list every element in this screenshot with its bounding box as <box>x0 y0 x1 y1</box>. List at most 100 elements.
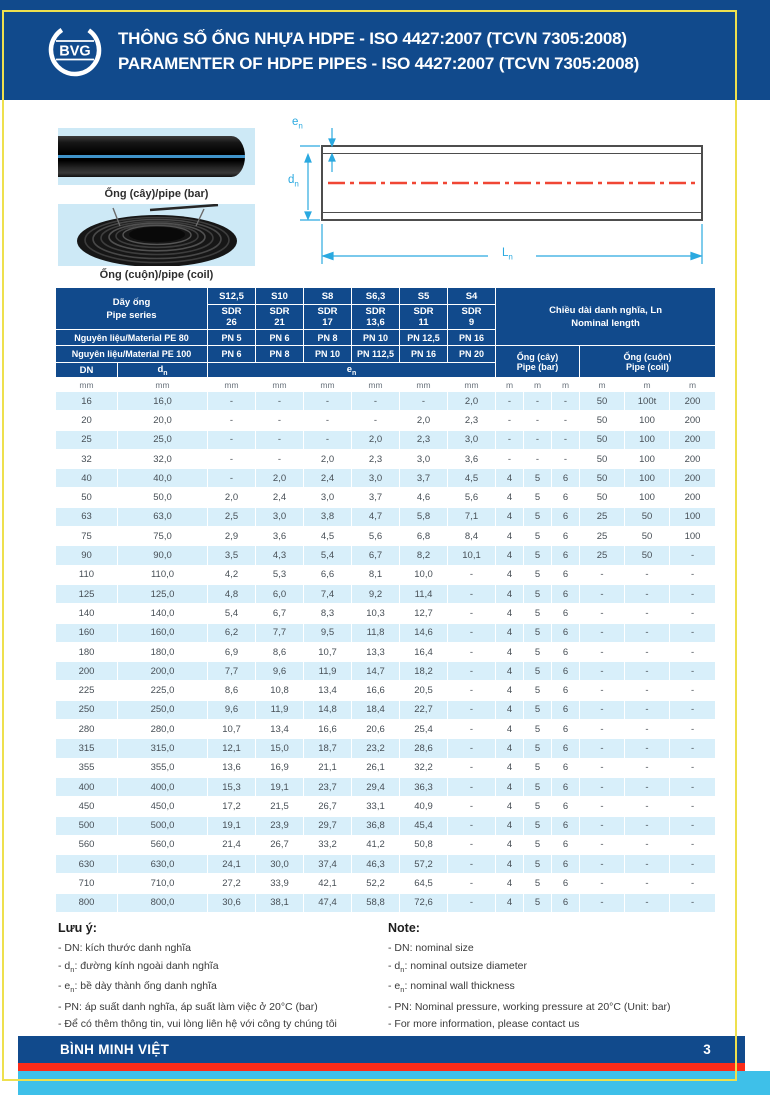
table-cell: 5,6 <box>447 487 497 508</box>
table-row: 450 450,0 17,2 21,5 26,7 33,1 40,9-4 5 6- - - <box>55 796 717 817</box>
table-cell: 33,2 <box>303 834 353 856</box>
table-cell: 29,7 <box>303 815 353 836</box>
table-cell: 4 <box>495 834 525 856</box>
table-cell: 2,3 <box>447 410 497 431</box>
table-cell: 4 <box>495 873 525 894</box>
footer-brand: BÌNH MINH VIỆT <box>60 1042 170 1057</box>
table-cell: 100 <box>624 468 671 489</box>
unit-cell: m <box>495 377 525 392</box>
table-cell: 100 <box>624 429 671 450</box>
table-cell: - <box>447 699 497 721</box>
table-cell: 4,3 <box>255 545 305 566</box>
table-cell: 16,6 <box>351 680 401 701</box>
table-cell: 3,0 <box>447 429 497 450</box>
pn-cell: PN 10 <box>303 345 353 363</box>
pn-cell: PN 12,5 <box>399 329 449 346</box>
table-cell: 355 <box>55 757 118 778</box>
sdr-col-header: SDR 11 <box>399 304 449 330</box>
table-cell: - <box>495 410 525 431</box>
dn-col-header: DN <box>55 362 118 378</box>
table-cell: 4 <box>495 641 525 663</box>
table-cell: 500,0 <box>116 815 209 836</box>
table-cell: 19,1 <box>255 776 305 798</box>
unit-cell: mm <box>55 377 118 392</box>
table-row: 315 315,0 12,1 15,0 18,7 23,2 28,6-4 5 6- - - <box>55 738 717 759</box>
footer-red-stripe <box>18 1063 745 1071</box>
table-cell: 200 <box>669 410 717 431</box>
table-cell: 33,1 <box>351 796 401 817</box>
table-cell: 13,4 <box>303 680 353 701</box>
table-row: 710 710,0 27,2 33,9 42,1 52,2 64,5-4 5 6- - - <box>55 873 717 894</box>
pn-cell: PN 16 <box>399 345 449 363</box>
table-cell: 3,7 <box>351 487 401 508</box>
table-cell: - <box>351 390 401 412</box>
table-cell: - <box>579 641 626 663</box>
table-cell: 6 <box>551 699 581 721</box>
table-cell: 50 <box>579 468 626 489</box>
pn-cell: PN 20 <box>447 345 497 363</box>
table-cell: 33,9 <box>255 873 305 894</box>
table-cell: 11,4 <box>399 583 449 605</box>
table-cell: 25 <box>579 506 626 528</box>
table-cell: 10,0 <box>399 564 449 585</box>
table-cell: 6 <box>551 468 581 489</box>
table-cell: 64,5 <box>399 873 449 894</box>
table-cell: 180 <box>55 641 118 663</box>
table-cell: - <box>624 757 671 778</box>
table-cell: - <box>669 622 717 643</box>
table-cell: 2,0 <box>303 448 353 470</box>
table-cell: - <box>579 622 626 643</box>
table-cell: - <box>447 583 497 605</box>
table-row: 16 16,0- - - - -2,0- - -50 100t 200 <box>55 390 717 412</box>
table-row: 400 400,0 15,3 19,1 23,7 29,4 36,3-4 5 6- - - <box>55 776 717 798</box>
table-cell: 2,4 <box>255 487 305 508</box>
table-row: 90 90,0 3,5 4,3 5,4 6,7 8,2 10,1 4 5 6 25 50- <box>55 545 717 566</box>
table-row: 75 75,0 2,9 3,6 4,5 5,6 6,8 8,4 4 5 6 25 50 100 <box>55 526 717 547</box>
table-cell: 4,2 <box>207 564 257 585</box>
table-cell: - <box>669 583 717 605</box>
table-cell: - <box>447 815 497 836</box>
table-cell: 16,6 <box>303 719 353 740</box>
table-cell: 36,3 <box>399 776 449 798</box>
table-cell: 2,9 <box>207 526 257 547</box>
table-cell: 5 <box>523 506 553 528</box>
unit-cell: m <box>669 377 717 392</box>
table-cell: 6 <box>551 564 581 585</box>
table-cell: - <box>579 680 626 701</box>
table-cell: 5 <box>523 892 553 914</box>
table-cell: - <box>303 429 353 450</box>
table-cell: 140 <box>55 603 118 624</box>
table-cell: 13,3 <box>351 641 401 663</box>
table-cell: - <box>624 622 671 643</box>
table-cell: - <box>669 757 717 778</box>
table-cell: - <box>447 796 497 817</box>
page-title: THÔNG SỐ ỐNG NHỰA HDPE - ISO 4427:2007 (… <box>118 26 639 76</box>
table-cell: 6 <box>551 757 581 778</box>
table-cell: 4 <box>495 776 525 798</box>
table-cell: 15,0 <box>255 738 305 759</box>
table-cell: 5 <box>523 757 553 778</box>
table-cell: - <box>447 892 497 914</box>
table-cell: 100 <box>624 410 671 431</box>
table-cell: 30,0 <box>255 854 305 875</box>
table-cell: - <box>669 738 717 759</box>
table-cell: 29,4 <box>351 776 401 798</box>
table-cell: 2,4 <box>303 468 353 489</box>
table-cell: 22,7 <box>399 699 449 721</box>
table-cell: 315,0 <box>116 738 209 759</box>
table-cell: 26,1 <box>351 757 401 778</box>
table-cell: 25,0 <box>116 429 209 450</box>
table-cell: 450,0 <box>116 796 209 817</box>
table-cell: 16,9 <box>255 757 305 778</box>
table-cell: 5,4 <box>207 603 257 624</box>
table-cell: 630 <box>55 854 118 875</box>
table-cell: 6,0 <box>255 583 305 605</box>
table-cell: 110 <box>55 564 118 585</box>
sdr-col-header: SDR 17 <box>303 304 353 330</box>
table-row: 63 63,0 2,5 3,0 3,8 4,7 5,8 7,1 4 5 6 25 50 100 <box>55 506 717 528</box>
notes-vietnamese: Lưu ý: - DN: kích thước danh nghĩa - dn: … <box>58 921 378 1034</box>
table-cell: - <box>624 603 671 624</box>
table-cell: 19,1 <box>207 815 257 836</box>
table-cell: 10,7 <box>207 719 257 740</box>
note-line: - PN: Nominal pressure, working pressure… <box>388 1000 671 1013</box>
